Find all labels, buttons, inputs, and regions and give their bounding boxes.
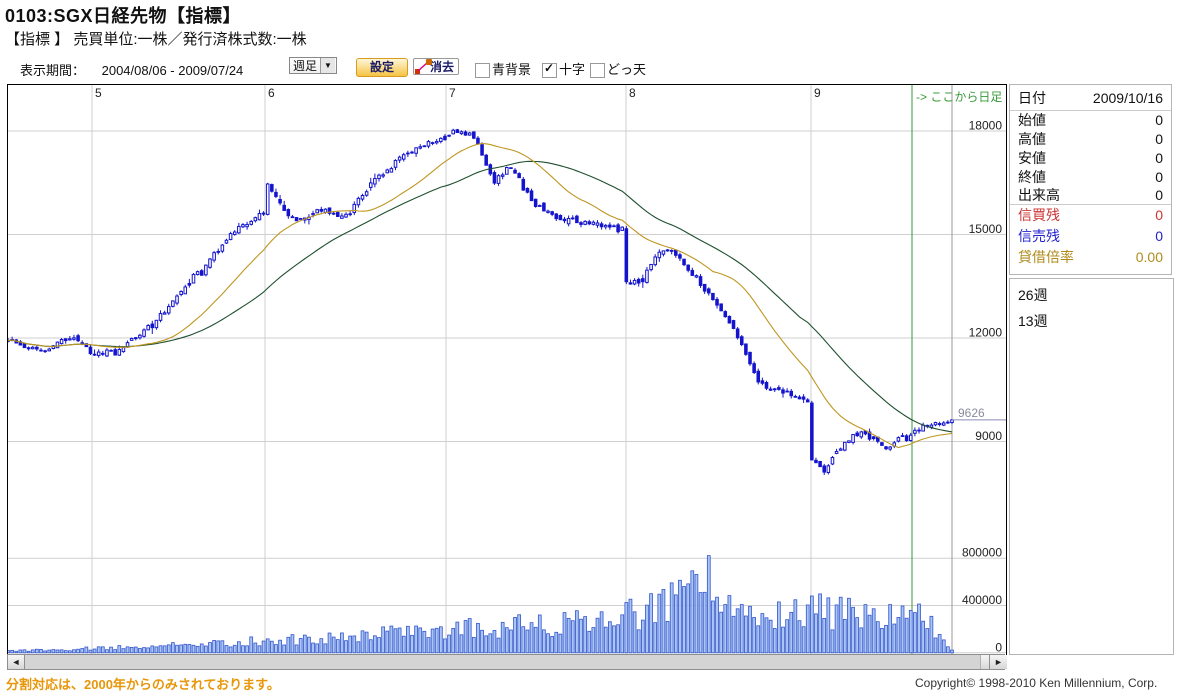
svg-text:800000: 800000 <box>962 546 1002 560</box>
svg-text:400000: 400000 <box>962 593 1002 607</box>
svg-text:7: 7 <box>449 86 456 100</box>
svg-text:8: 8 <box>629 86 636 100</box>
svg-text:0: 0 <box>995 640 1002 654</box>
svg-text:18000: 18000 <box>969 119 1003 133</box>
svg-text:5: 5 <box>95 86 102 100</box>
svg-text:15000: 15000 <box>969 222 1003 236</box>
svg-text:6: 6 <box>268 86 275 100</box>
svg-text:9626: 9626 <box>958 406 985 420</box>
svg-text:12000: 12000 <box>969 326 1003 340</box>
svg-text:9000: 9000 <box>975 429 1002 443</box>
svg-text:9: 9 <box>814 86 821 100</box>
svg-text:-> ここから日足: -> ここから日足 <box>916 90 1002 104</box>
